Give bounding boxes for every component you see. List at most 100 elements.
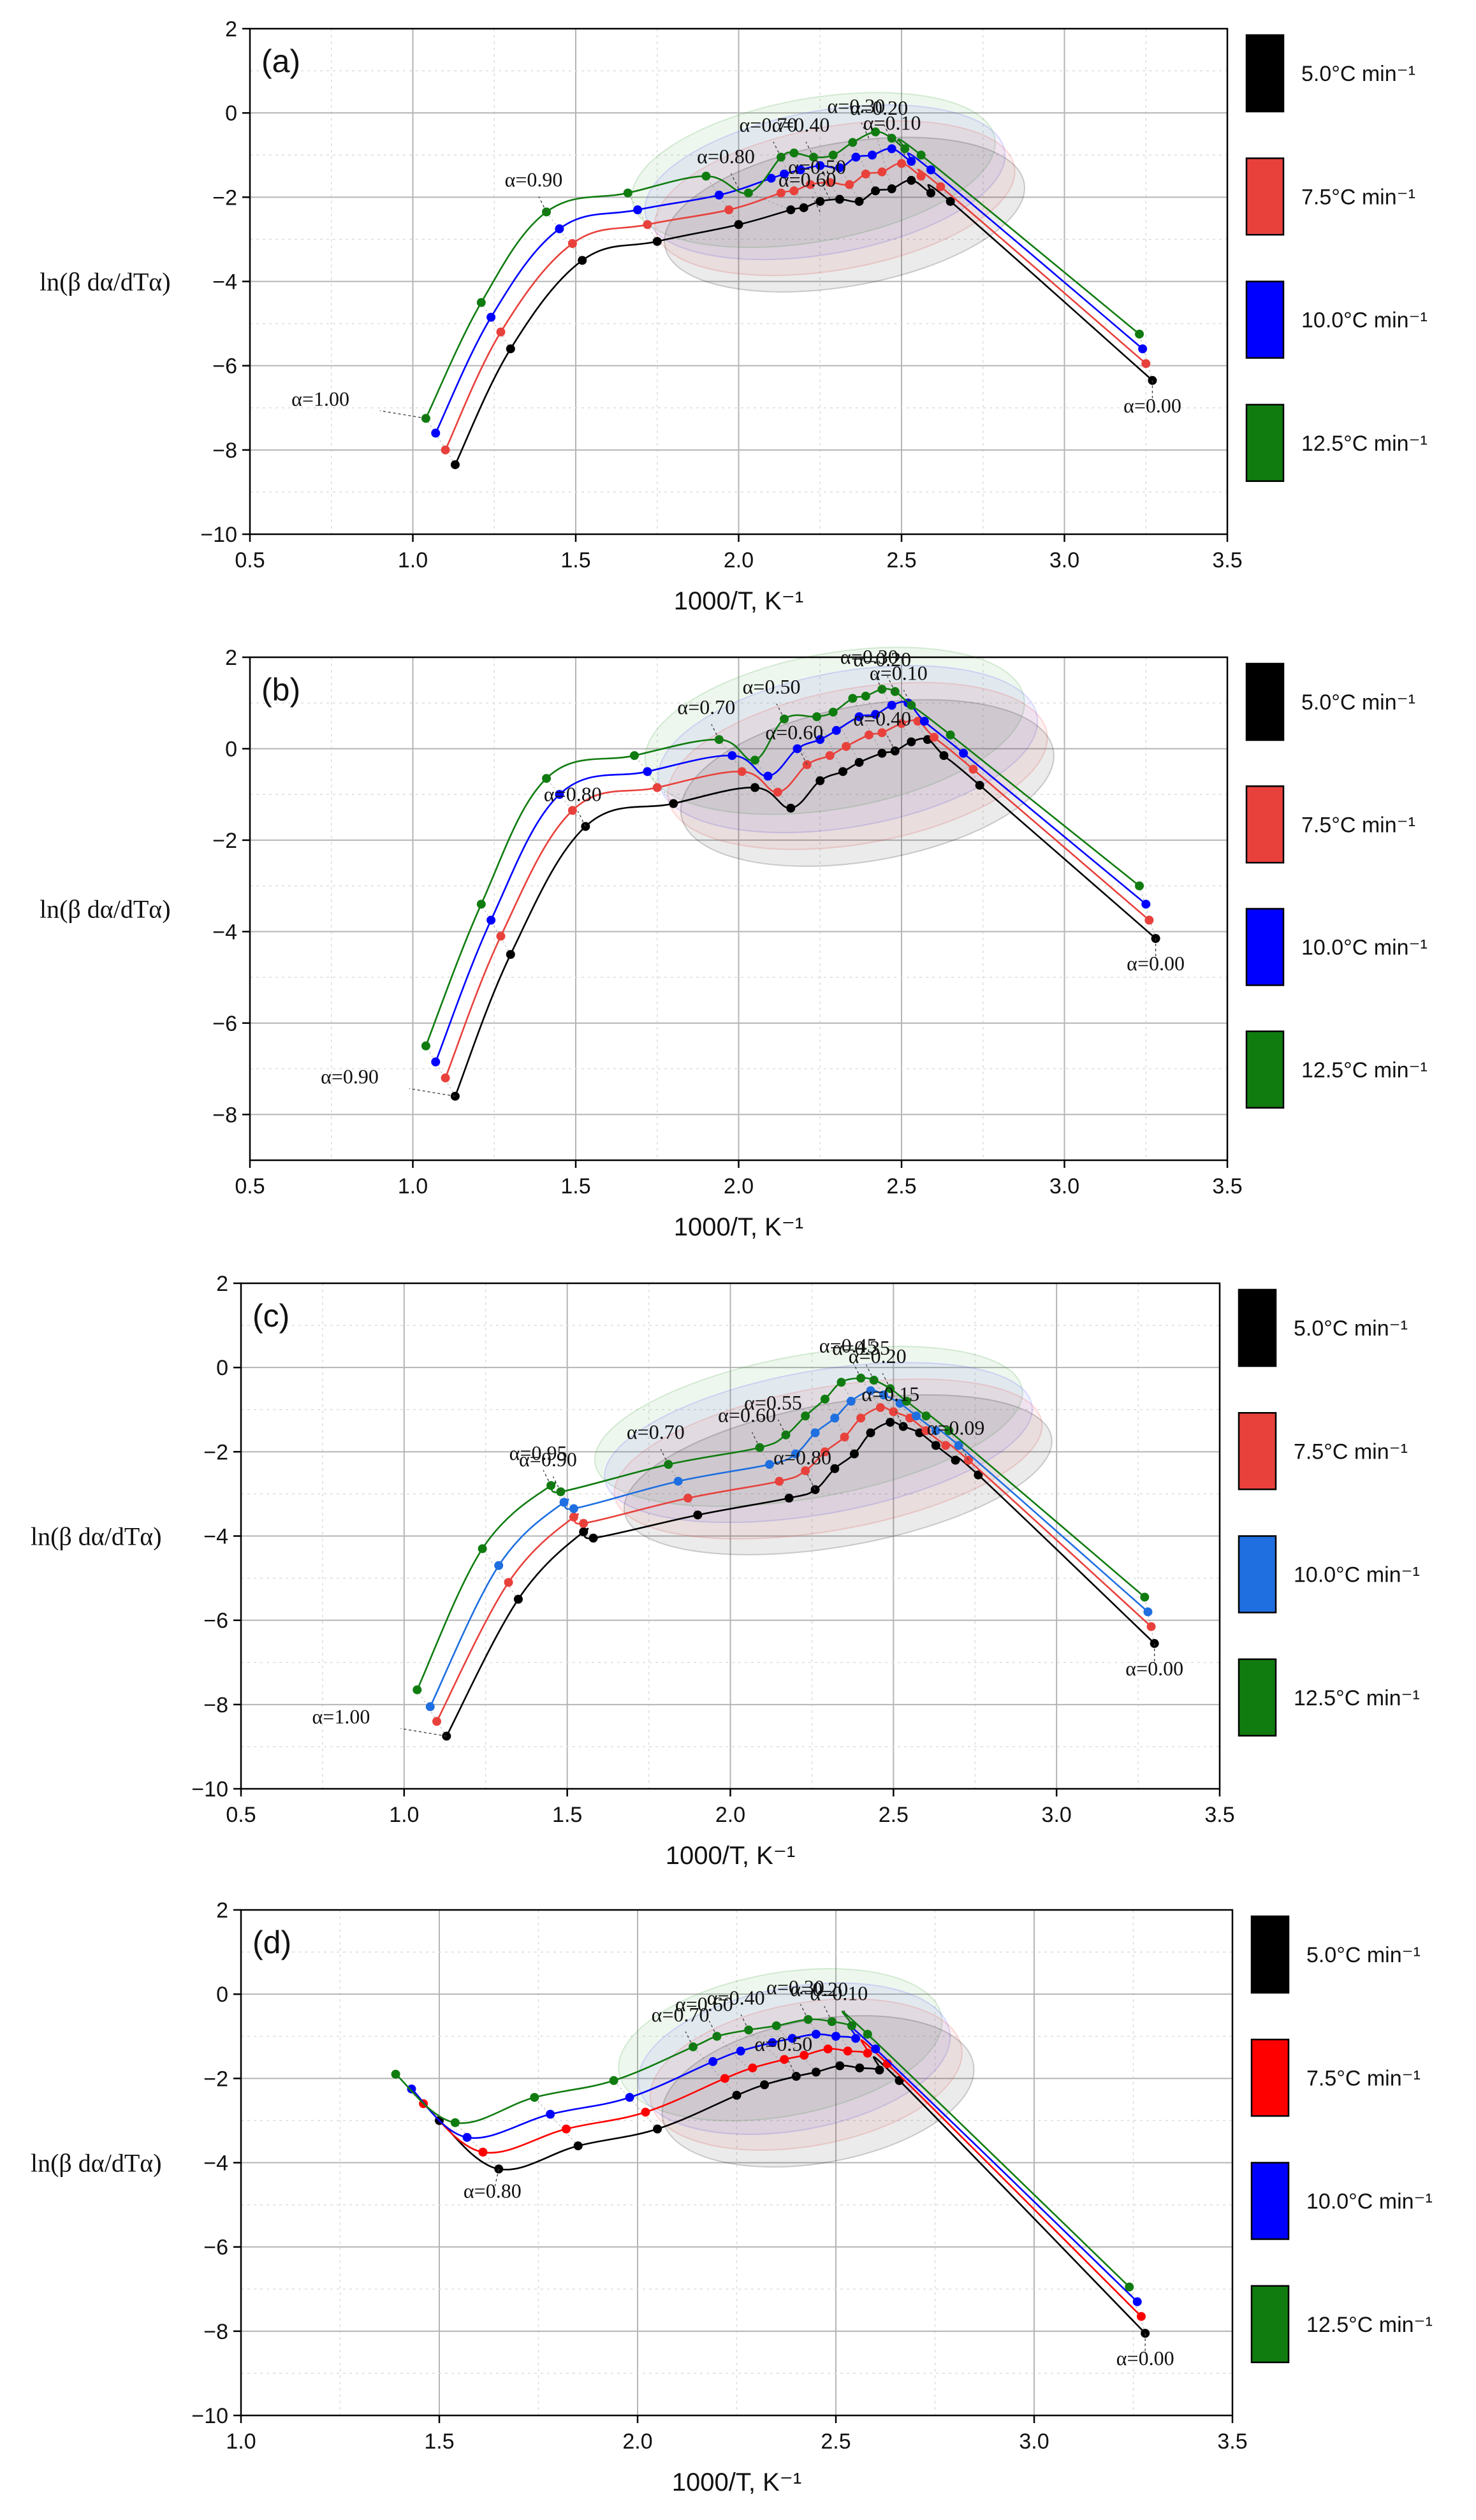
data-point	[887, 184, 896, 194]
y-tick-label: −10	[191, 1777, 228, 1802]
data-point	[643, 767, 652, 776]
alpha-annotation: α=0.10	[863, 111, 921, 134]
data-point	[784, 1494, 794, 1503]
data-point	[1136, 2312, 1146, 2321]
data-point	[805, 180, 815, 189]
data-point	[848, 138, 858, 147]
iso-conversion-connector	[634, 755, 674, 804]
data-point	[861, 169, 870, 178]
x-tick-label: 3.0	[1049, 548, 1079, 572]
data-point	[800, 2050, 809, 2060]
iso-conversion-connector	[546, 212, 583, 261]
y-tick-label: 2	[225, 17, 237, 41]
data-point	[579, 1527, 588, 1536]
alpha-annotation: α=1.00	[312, 1705, 370, 1728]
data-point	[683, 1494, 692, 1503]
data-point	[846, 1397, 856, 1406]
y-tick-label: 2	[216, 1272, 228, 1296]
data-point	[1144, 915, 1154, 925]
y-tick-label: −2	[203, 2067, 228, 2091]
data-point	[506, 344, 515, 354]
data-point	[780, 169, 789, 178]
x-tick-label: 1.5	[560, 548, 590, 572]
y-tick-label: 0	[216, 1983, 228, 2007]
highlight-ellipse	[680, 699, 1055, 867]
data-point	[825, 178, 835, 187]
y-tick-label: −10	[191, 2404, 228, 2428]
iso-conversion-connector	[546, 778, 586, 827]
data-point	[786, 803, 796, 813]
data-point	[1141, 899, 1151, 909]
data-point	[462, 2132, 472, 2142]
data-point	[886, 1418, 895, 1427]
data-point	[930, 732, 939, 742]
data-point	[828, 708, 838, 717]
data-point	[866, 1428, 875, 1438]
legend-swatch	[1245, 1030, 1285, 1109]
x-tick-label: 3.5	[1217, 2429, 1247, 2454]
data-point	[776, 188, 785, 198]
legend-label: 7.5°C min⁻¹	[1294, 1439, 1408, 1464]
y-tick-label: −8	[203, 1693, 228, 1717]
alpha-annotation: α=0.60	[778, 168, 837, 191]
y-tick-label: −6	[203, 1609, 228, 1633]
data-point	[1138, 344, 1148, 354]
legend-swatch	[1245, 662, 1285, 741]
y-tick-label: −4	[203, 1525, 228, 1549]
data-point	[431, 428, 441, 438]
data-point	[916, 150, 926, 160]
data-point	[897, 719, 906, 729]
alpha-annotation: α=0.60	[675, 1992, 733, 2015]
data-point	[588, 1533, 598, 1543]
alpha-annotation: α=0.30	[766, 1976, 824, 1999]
data-point	[1140, 1592, 1150, 1602]
data-point	[652, 783, 662, 792]
legend-swatch	[1250, 2285, 1290, 2363]
iso-conversion-connector	[481, 904, 511, 955]
alpha-annotation: α=0.80	[697, 145, 755, 168]
y-tick-label: 2	[225, 646, 237, 670]
data-point	[875, 2065, 884, 2075]
data-point	[760, 2080, 770, 2090]
data-point	[854, 757, 864, 767]
data-point	[848, 694, 858, 703]
data-point	[840, 1432, 849, 1442]
data-point	[791, 1449, 800, 1459]
data-point	[669, 799, 678, 808]
y-tick-label: 0	[216, 1356, 228, 1380]
alpha-annotation: α=0.35	[832, 1336, 890, 1359]
data-point	[835, 2061, 845, 2071]
data-point	[815, 735, 825, 745]
data-point	[773, 787, 782, 797]
data-point	[902, 1397, 911, 1406]
data-point	[912, 1411, 921, 1421]
data-point	[926, 188, 935, 198]
data-point	[875, 1402, 885, 1412]
iso-conversion-connector	[793, 152, 821, 202]
data-point	[863, 2048, 872, 2058]
data-point	[811, 2067, 821, 2077]
data-point	[641, 2108, 650, 2117]
legend-swatch	[1245, 34, 1285, 113]
data-point	[559, 1497, 569, 1507]
data-point	[842, 741, 851, 751]
y-tick-label: −2	[203, 1440, 228, 1464]
alpha-annotation: α=0.09	[927, 1417, 985, 1439]
data-point	[941, 1441, 951, 1450]
data-point	[793, 744, 802, 754]
data-point	[441, 445, 450, 455]
alpha-annotation: α=0.20	[849, 1344, 907, 1367]
data-point	[763, 771, 773, 781]
alpha-annotation: α=0.90	[321, 1065, 379, 1088]
data-point	[629, 751, 639, 761]
data-point	[413, 1685, 422, 1694]
data-point	[835, 163, 844, 173]
legend-swatch	[1250, 2039, 1290, 2117]
iso-conversion-connector	[534, 2097, 579, 2146]
y-tick-label: −8	[212, 1103, 237, 1127]
data-point	[851, 152, 861, 162]
data-point	[431, 1057, 441, 1067]
x-tick-label: 2.5	[886, 1174, 916, 1198]
data-point	[863, 2029, 872, 2039]
data-point	[573, 2141, 583, 2151]
